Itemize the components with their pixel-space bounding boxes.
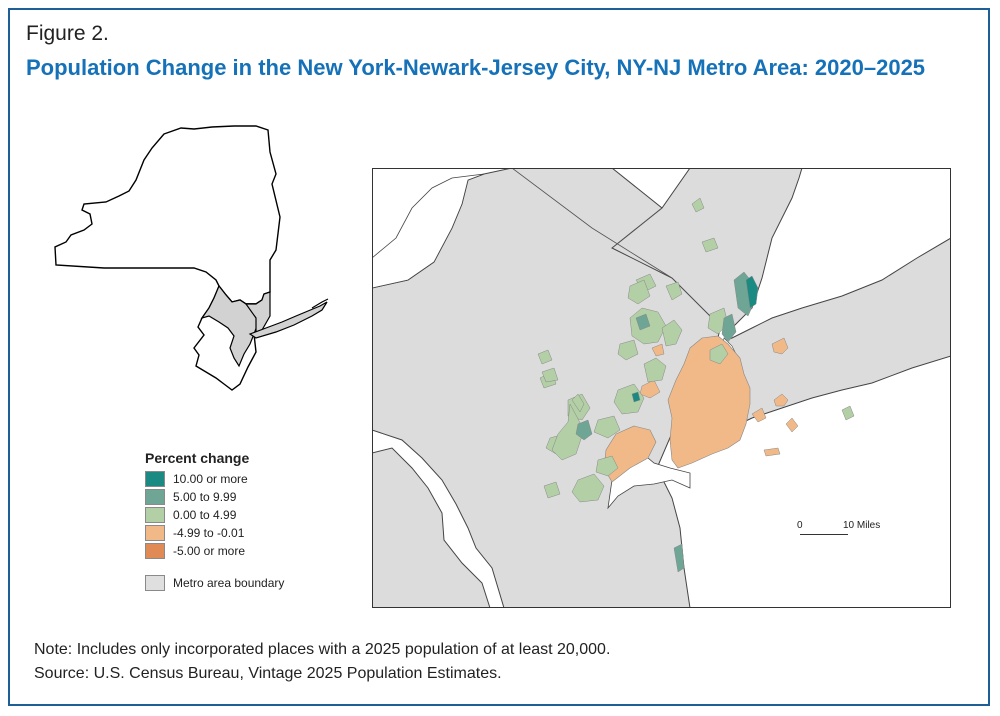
scale-ten-label: 10 Miles [843,520,881,531]
legend-item-boundary: Metro area boundary [145,574,284,592]
place-green-12 [595,455,619,477]
place-darkteal-1 [745,275,759,309]
scale-bar: 0 10 Miles [797,520,937,540]
place-orange-small-4 [763,447,781,457]
place-green-21 [537,349,553,365]
place-green-3 [617,339,639,361]
place-green-6 [593,415,621,439]
figure-source: Source: U.S. Census Bureau, Vintage 2025… [34,665,502,682]
place-green-13 [571,393,585,413]
legend-label: -4.99 to -0.01 [173,526,245,540]
legend-swatch [145,471,165,487]
legend-item: -4.99 to -0.01 [145,524,284,542]
inset-new-york-state [54,125,281,305]
legend-label: 5.00 to 9.99 [173,490,237,504]
place-green-19 [541,367,559,383]
place-teal-4 [635,313,651,331]
legend-item: 0.00 to 4.99 [145,506,284,524]
legend-swatch [145,489,165,505]
legend-item: 10.00 or more [145,470,284,488]
west-outside-area [372,173,485,289]
place-nyc-queens-brooklyn [667,335,751,469]
legend-item: -5.00 or more [145,542,284,560]
figure-note: Note: Includes only incorporated places … [34,641,611,658]
legend-title: Percent change [145,450,250,466]
place-teal-5 [673,543,685,573]
legend-label-boundary: Metro area boundary [173,576,285,590]
place-green-16 [701,237,719,253]
legend-swatch [145,543,165,559]
place-green-9 [571,473,605,503]
inset-long-island [248,301,328,339]
place-green-5 [613,383,645,415]
place-orange-small-2 [773,393,789,407]
legend-label: 0.00 to 4.99 [173,508,237,522]
place-orange-small-1 [771,337,789,355]
place-green-23 [665,281,683,301]
place-darkteal-2 [631,391,641,403]
place-teal-2 [575,419,593,441]
place-green-15 [691,197,705,213]
scale-zero-label: 0 [797,520,803,531]
place-green-2 [661,319,683,347]
place-teal-3 [721,313,737,343]
place-green-20 [841,405,855,421]
legend: Percent change 10.00 or more 5.00 to 9.9… [145,450,284,592]
scale-line [800,534,848,535]
metro-area-west [372,168,723,608]
legend-item: 5.00 to 9.99 [145,488,284,506]
place-orange-small-6 [651,343,665,357]
figure-title: Population Change in the New York-Newark… [26,55,926,80]
legend-swatch-boundary [145,575,165,591]
legend-label: 10.00 or more [173,472,248,486]
inset-metro-north [244,291,271,333]
inset-locator-map [54,125,329,391]
place-green-18 [709,343,729,365]
place-orange-small-3 [785,417,799,433]
map-frame [372,168,951,608]
place-orange-small-7 [751,407,767,423]
main-metro-map [372,168,951,608]
inset-long-island-fork [311,298,329,309]
county-boundary-1 [511,168,713,319]
figure-label: Figure 2. [26,22,109,45]
place-green-4 [643,357,667,383]
legend-swatch [145,507,165,523]
place-green-24 [627,279,651,305]
legend-swatch [145,525,165,541]
legend-label: -5.00 or more [173,544,246,558]
place-green-10 [543,481,561,499]
